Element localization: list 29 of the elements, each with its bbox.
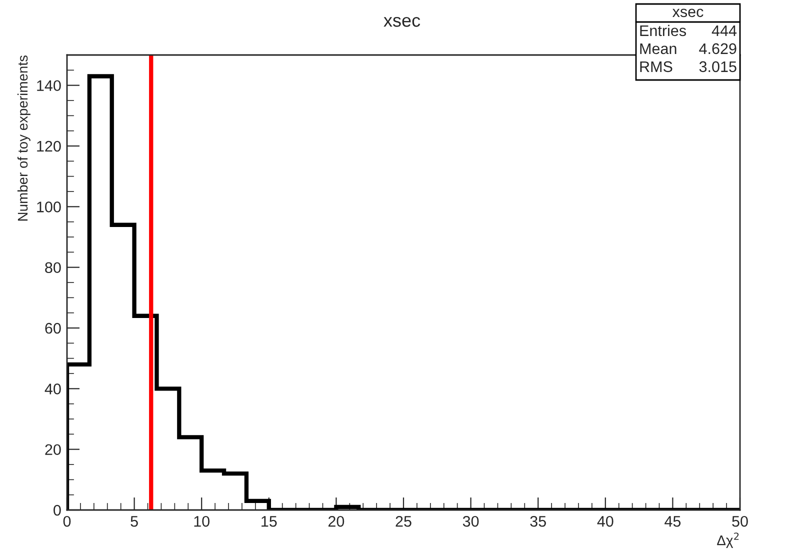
x-tick-label: 25: [396, 516, 412, 527]
y-axis-title: Number of toy experiments: [17, 55, 30, 221]
text: Mean: [640, 43, 676, 54]
x-tick-label: 20: [328, 516, 344, 527]
x-tick-label: 10: [194, 516, 210, 527]
annotation: 3.015: [699, 61, 736, 72]
x-tick-label: 15: [262, 516, 277, 527]
x-tick-label: 50: [732, 516, 748, 527]
x-axis-title: Δχ$^{2}$: [717, 532, 739, 548]
text: 444: [712, 25, 737, 36]
x-tick-label: 35: [530, 516, 546, 527]
annotation: RMS: [640, 61, 672, 72]
text: 4.629: [699, 43, 736, 54]
chart-title: xsec: [384, 16, 420, 27]
y-tick-label: 0: [54, 504, 61, 516]
x-tick-label: 30: [462, 516, 479, 527]
y-tick-label: 20: [45, 444, 61, 456]
x-tick-label: 0: [63, 516, 71, 527]
y-tick-label: 40: [44, 384, 61, 394]
y-tick-label: 120: [37, 140, 61, 152]
y-tick-label: 100: [37, 202, 61, 212]
y-tick-label: 80: [45, 262, 61, 274]
text: xsec: [672, 8, 704, 18]
text: Entries: [640, 24, 686, 36]
y-tick-label: 140: [37, 80, 61, 92]
x-tick-label: 45: [664, 516, 681, 527]
x-tick-label: 5: [130, 516, 138, 527]
y-tick-label: 60: [45, 322, 61, 334]
x-tick-label: 40: [597, 516, 614, 527]
